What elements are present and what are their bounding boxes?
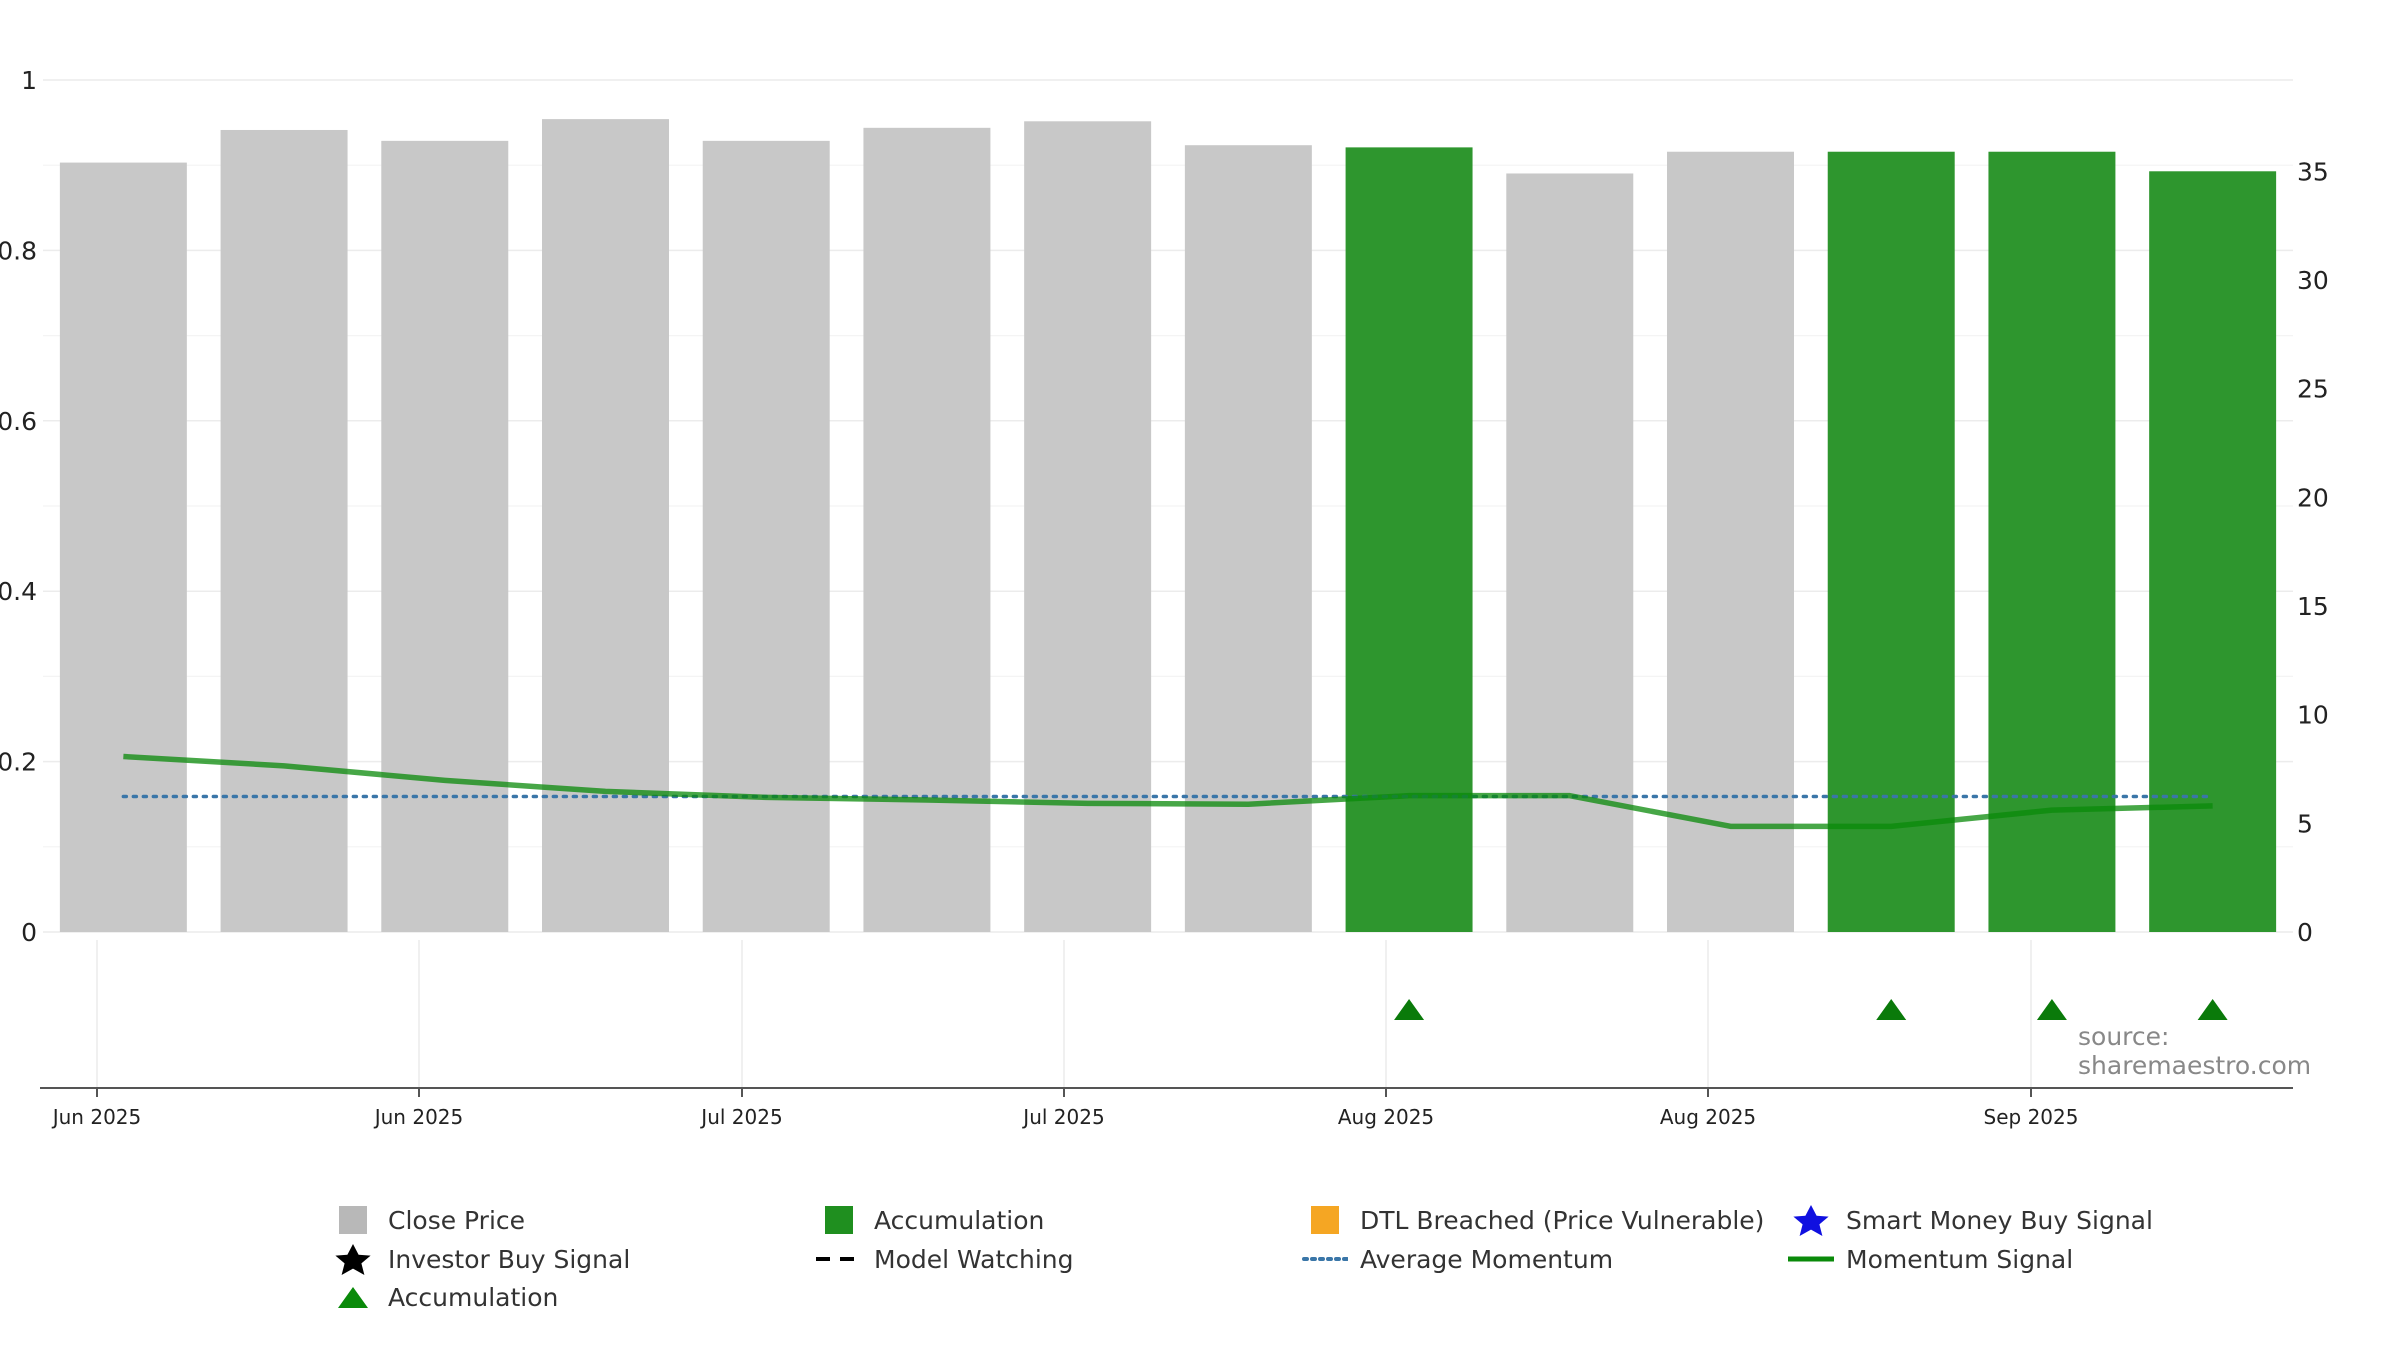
- left-tick-label: 1: [21, 66, 37, 95]
- x-tick-label: Sep 2025: [1984, 1105, 2079, 1129]
- bar-series: [60, 119, 2276, 932]
- axes: 00.20.40.60.8105101520253035Jun 2025Jun …: [0, 66, 2329, 1129]
- left-tick-label: 0.6: [0, 407, 37, 436]
- accumulation-marker: [2037, 999, 2067, 1020]
- right-tick-label: 30: [2297, 266, 2329, 295]
- x-tick-label: Jun 2025: [373, 1105, 464, 1129]
- x-tick-label: Jun 2025: [51, 1105, 142, 1129]
- right-tick-label: 0: [2297, 918, 2313, 947]
- accumulation-markers: [1394, 999, 2228, 1020]
- close-price-bar: [60, 163, 187, 932]
- close-price-bar: [2149, 171, 2276, 932]
- left-tick-label: 0.4: [0, 577, 37, 606]
- right-tick-label: 5: [2297, 809, 2313, 838]
- left-tick-label: 0: [21, 918, 37, 947]
- accumulation-marker: [1876, 999, 1906, 1020]
- right-tick-label: 35: [2297, 157, 2329, 186]
- left-tick-label: 0.8: [0, 236, 37, 265]
- close-price-bar: [1667, 152, 1794, 932]
- left-tick-label: 0.2: [0, 748, 37, 777]
- right-tick-label: 25: [2297, 375, 2329, 404]
- close-price-bar: [1346, 147, 1473, 932]
- right-tick-label: 20: [2297, 483, 2329, 512]
- close-price-bar: [381, 141, 508, 932]
- close-price-bar: [1185, 145, 1312, 932]
- close-price-bar: [1024, 121, 1151, 932]
- close-price-bar: [1506, 173, 1633, 932]
- x-tick-label: Jul 2025: [699, 1105, 782, 1129]
- grid-lines: [43, 80, 2293, 1088]
- source-label: source: sharemaestro.com: [2078, 1022, 2400, 1080]
- x-tick-label: Jul 2025: [1021, 1105, 1104, 1129]
- close-price-bar: [863, 128, 990, 932]
- right-tick-label: 15: [2297, 592, 2329, 621]
- x-tick-label: Aug 2025: [1338, 1105, 1434, 1129]
- close-price-bar: [221, 130, 348, 932]
- close-price-bar: [703, 141, 830, 932]
- accumulation-marker: [2198, 999, 2228, 1020]
- close-price-bar: [542, 119, 669, 932]
- x-tick-label: Aug 2025: [1660, 1105, 1756, 1129]
- accumulation-marker: [1394, 999, 1424, 1020]
- close-price-bar: [1828, 152, 1955, 932]
- right-tick-label: 10: [2297, 701, 2329, 730]
